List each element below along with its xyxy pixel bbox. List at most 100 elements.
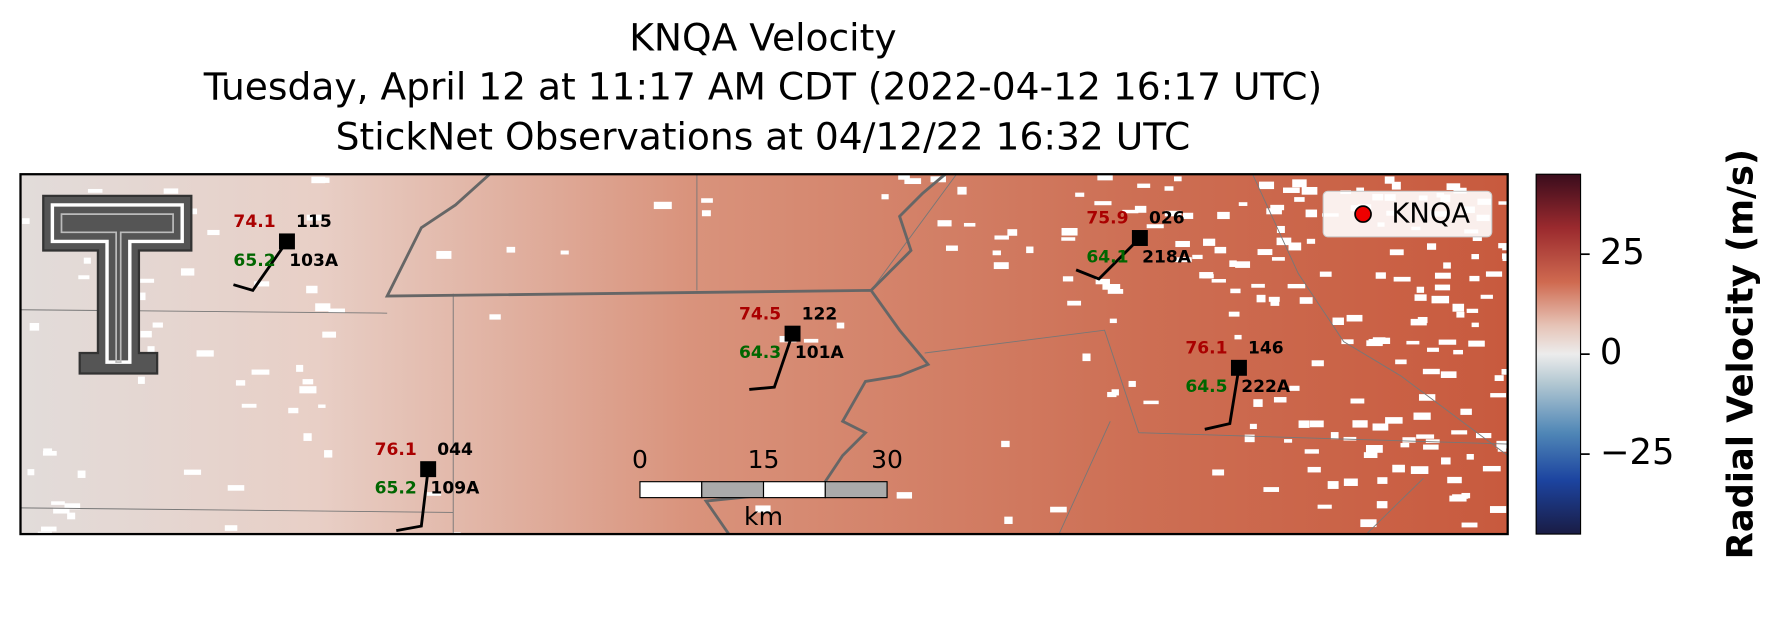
radar-gap bbox=[1122, 209, 1139, 214]
radar-gap bbox=[1062, 276, 1074, 282]
radar-gap bbox=[1192, 254, 1203, 260]
radar-gap bbox=[302, 379, 314, 385]
title-line: KNQA Velocity bbox=[629, 15, 896, 59]
scale-segment bbox=[824, 481, 888, 499]
radar-gap bbox=[1332, 317, 1344, 326]
radar-gap bbox=[67, 512, 76, 520]
radar-gap bbox=[1097, 174, 1113, 181]
radar-gap bbox=[1393, 276, 1411, 282]
radar-gap bbox=[1249, 423, 1257, 430]
radar-gap bbox=[836, 322, 845, 329]
radar-gap bbox=[235, 380, 246, 386]
radar-gap bbox=[1137, 183, 1151, 188]
legend-box bbox=[1322, 190, 1493, 238]
scale-unit: km bbox=[744, 502, 783, 531]
station-id: 026 bbox=[1149, 209, 1185, 229]
station-dewpoint: 64.5 bbox=[1185, 377, 1227, 397]
radar-gap bbox=[51, 501, 65, 505]
radar-gap bbox=[29, 323, 40, 331]
title-line: Tuesday, April 12 at 11:17 AM CDT (2022-… bbox=[203, 64, 1322, 108]
radar-gap bbox=[322, 177, 330, 183]
radar-gap bbox=[957, 186, 967, 195]
radar-gap bbox=[318, 404, 326, 408]
radar-gap bbox=[426, 492, 442, 496]
radar-gap bbox=[1102, 284, 1121, 290]
radar-gap bbox=[137, 376, 145, 384]
station-temp: 74.5 bbox=[739, 304, 781, 324]
wind-barb bbox=[1204, 367, 1241, 431]
radar-gap bbox=[324, 450, 333, 458]
radar-gap bbox=[1319, 271, 1332, 277]
radar-gap bbox=[251, 369, 270, 375]
radar-gap bbox=[1253, 399, 1263, 407]
radar-gap bbox=[881, 194, 889, 200]
radar-gap bbox=[1107, 391, 1117, 398]
radar-gap bbox=[896, 492, 913, 499]
radar-gap bbox=[1284, 439, 1293, 443]
radar-gap bbox=[1456, 311, 1465, 318]
radar-gap bbox=[1410, 318, 1427, 326]
colorbar-tick-label: 25 bbox=[1600, 232, 1645, 273]
radar-gap bbox=[1375, 272, 1386, 279]
radar-gap bbox=[1453, 187, 1467, 194]
radar-gap bbox=[1425, 439, 1440, 444]
scale-segment bbox=[639, 481, 703, 499]
colorbar bbox=[1535, 173, 1582, 535]
radar-gap bbox=[1228, 311, 1240, 317]
radar-gap bbox=[904, 178, 922, 185]
radar-gap bbox=[163, 188, 179, 194]
radar-gap bbox=[1287, 283, 1306, 289]
radar-gap bbox=[1288, 242, 1302, 251]
radar-gap bbox=[1175, 257, 1192, 263]
radar-gap bbox=[1416, 286, 1425, 293]
radar-gap bbox=[1452, 303, 1465, 312]
wind-barb bbox=[233, 240, 289, 293]
radar-gap bbox=[1271, 257, 1285, 261]
radar-gap bbox=[1050, 506, 1067, 513]
radar-gap bbox=[1402, 437, 1416, 443]
station-id: 115 bbox=[296, 212, 332, 232]
radar-gap bbox=[78, 275, 90, 280]
radar-gap bbox=[1304, 449, 1319, 454]
radar-gap bbox=[1443, 262, 1451, 269]
radar-gap bbox=[1292, 179, 1307, 188]
radar-gap bbox=[1372, 423, 1389, 431]
radar-gap bbox=[306, 214, 323, 221]
radar-gap bbox=[1075, 192, 1085, 197]
radar-gap bbox=[1413, 412, 1431, 420]
radar-gap bbox=[992, 250, 1001, 256]
radar-gap bbox=[1410, 466, 1429, 474]
radar-gap bbox=[1400, 442, 1410, 448]
radar-gap bbox=[1440, 371, 1457, 378]
radar-gap bbox=[1173, 176, 1182, 182]
radar-gap bbox=[1423, 444, 1439, 450]
radar-gap bbox=[1498, 201, 1508, 205]
radar-gap bbox=[1306, 238, 1316, 244]
radar-gap bbox=[1434, 284, 1451, 291]
radar-gap bbox=[1489, 506, 1507, 513]
radar-gap bbox=[1309, 420, 1324, 428]
radar-gap bbox=[1289, 385, 1300, 391]
radar-gap bbox=[1341, 339, 1354, 345]
radar-gap bbox=[1434, 272, 1451, 279]
radar-field bbox=[20, 174, 1508, 535]
radar-gap bbox=[1352, 420, 1368, 428]
scale-segment bbox=[701, 481, 765, 499]
radar-gap bbox=[1311, 360, 1324, 367]
radar-gap bbox=[1414, 294, 1427, 301]
radar-gap bbox=[1453, 349, 1463, 355]
radar-gap bbox=[1480, 294, 1493, 299]
radar-gap bbox=[1183, 212, 1194, 219]
radar-gap bbox=[1377, 477, 1388, 484]
legend: KNQA bbox=[1322, 190, 1493, 238]
map-frame bbox=[19, 173, 1509, 536]
station-code: 101A bbox=[795, 343, 845, 363]
radar-gap bbox=[207, 229, 220, 236]
station-dewpoint: 64.1 bbox=[1086, 247, 1128, 267]
radar-gap bbox=[1384, 176, 1395, 184]
radar-gap bbox=[27, 469, 35, 476]
radar-gap bbox=[37, 531, 52, 535]
legend-marker bbox=[1354, 205, 1372, 223]
radar-gap bbox=[224, 525, 238, 531]
